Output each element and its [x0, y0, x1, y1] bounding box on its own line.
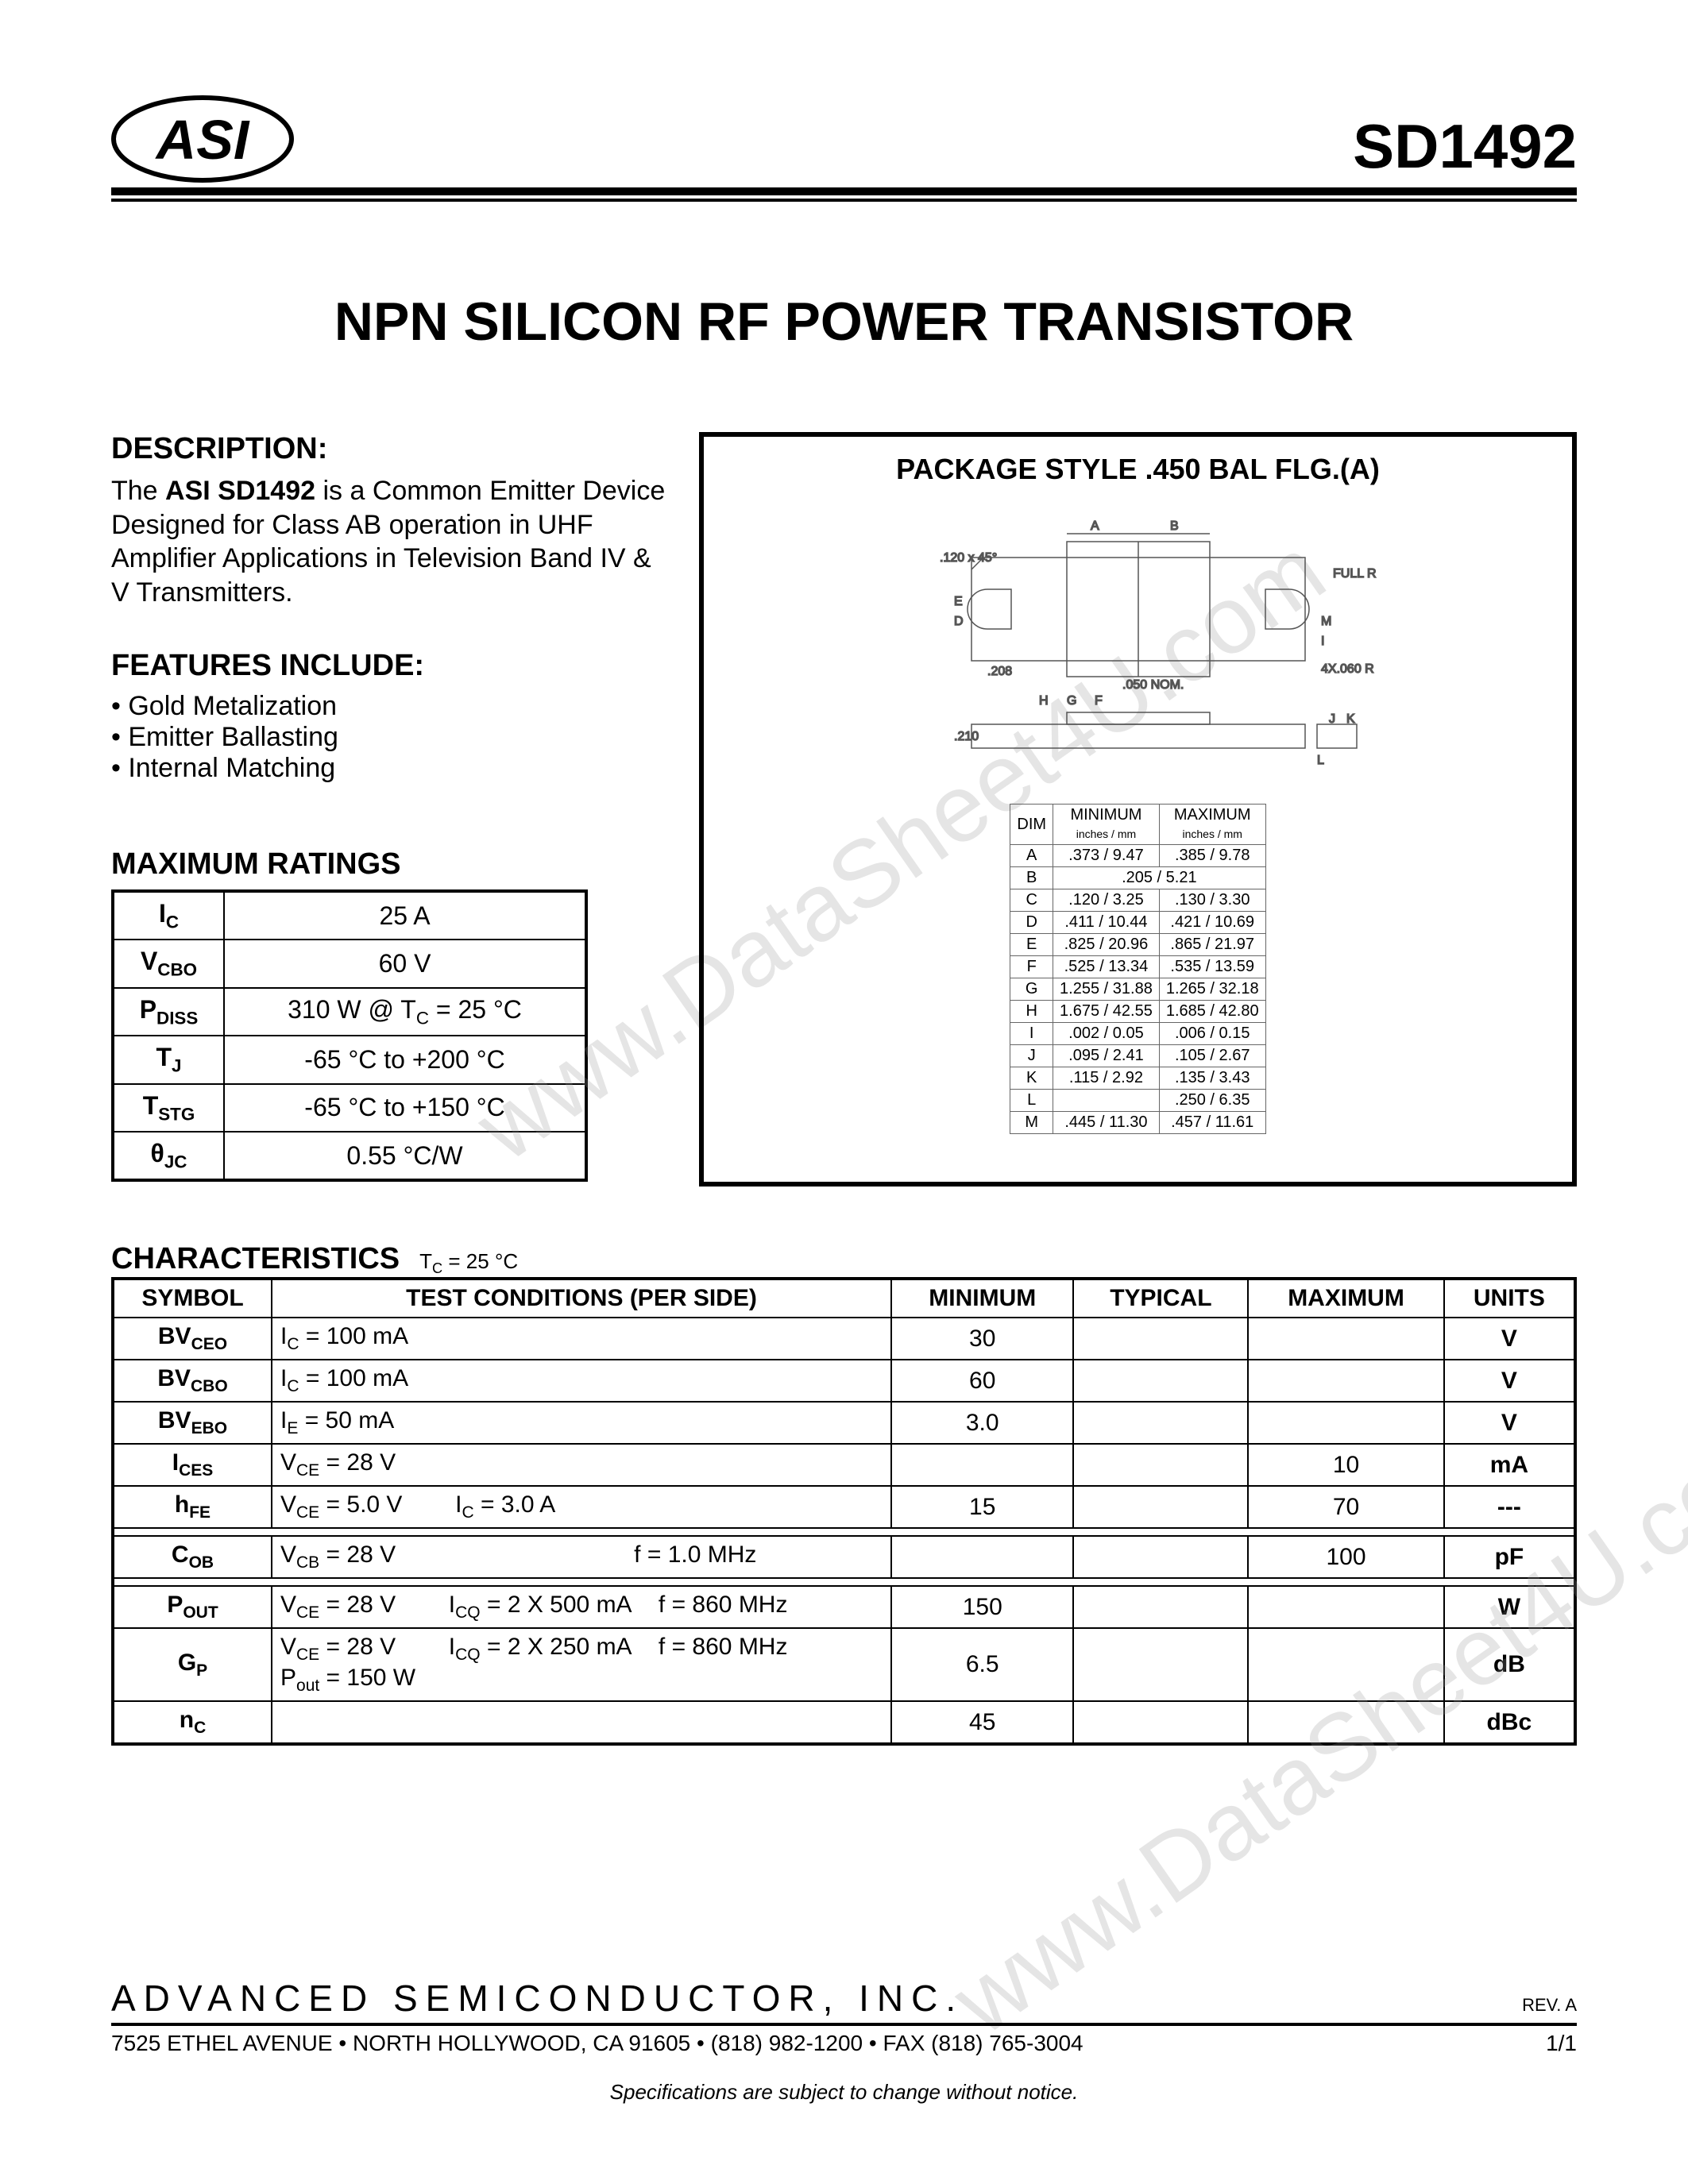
feature-item: Gold Metalization	[111, 691, 667, 722]
page-number: 1/1	[1546, 2031, 1577, 2056]
package-box: PACKAGE STYLE .450 BAL FLG.(A)	[699, 432, 1577, 1187]
svg-text:4X.060 R: 4X.060 R	[1321, 662, 1374, 676]
svg-text:I: I	[1321, 635, 1324, 648]
package-drawing: A B .120 x 45° E D .208 FULL R M I 4X.06…	[860, 502, 1416, 788]
svg-text:F: F	[1095, 694, 1103, 708]
svg-text:.208: .208	[987, 665, 1012, 678]
revision: REV. A	[1522, 1995, 1577, 2016]
characteristics-heading: CHARACTERISTICS TC = 25 °C	[111, 1242, 1577, 1277]
svg-text:G: G	[1067, 694, 1076, 708]
features-list: Gold Metalization Emitter Ballasting Int…	[111, 691, 667, 784]
description-heading: DESCRIPTION:	[111, 432, 667, 466]
content-columns: DESCRIPTION: The ASI SD1492 is a Common …	[111, 432, 1577, 1187]
char-heading-text: CHARACTERISTICS	[111, 1242, 400, 1275]
page-footer: ADVANCED SEMICONDUCTOR, INC. REV. A 7525…	[111, 1977, 1577, 2105]
features-heading: FEATURES INCLUDE:	[111, 649, 667, 683]
svg-text:E: E	[954, 595, 963, 608]
svg-text:B: B	[1170, 519, 1179, 533]
svg-text:L: L	[1317, 754, 1324, 767]
svg-text:A: A	[1091, 519, 1099, 533]
part-number: SD1492	[1353, 110, 1577, 183]
disclaimer: Specifications are subject to change wit…	[111, 2080, 1577, 2105]
svg-text:M: M	[1321, 615, 1331, 628]
svg-text:.120 x 45°: .120 x 45°	[940, 551, 997, 565]
company-text: ADVANCED SEMICONDUCTOR, INC.	[111, 1977, 964, 2020]
main-title: NPN SILICON RF POWER TRANSISTOR	[111, 291, 1577, 353]
right-column: PACKAGE STYLE .450 BAL FLG.(A)	[699, 432, 1577, 1187]
max-ratings-heading: MAXIMUM RATINGS	[111, 847, 667, 882]
svg-text:J: J	[1329, 712, 1335, 726]
char-condition: TC = 25 °C	[408, 1249, 518, 1273]
address-text: 7525 ETHEL AVENUE • NORTH HOLLYWOOD, CA …	[111, 2031, 1083, 2056]
logo: ASI	[111, 95, 294, 183]
dimension-table: DIMMINIMUMinches / mmMAXIMUMinches / mmA…	[1010, 804, 1265, 1134]
package-title: PACKAGE STYLE .450 BAL FLG.(A)	[720, 453, 1556, 486]
max-ratings-table: IC25 AVCBO60 VPDISS310 W @ TC = 25 °CTJ-…	[111, 889, 588, 1182]
svg-text:K: K	[1346, 712, 1355, 726]
svg-text:D: D	[954, 615, 964, 628]
left-column: DESCRIPTION: The ASI SD1492 is a Common …	[111, 432, 667, 1182]
feature-item: Emitter Ballasting	[111, 722, 667, 753]
svg-text:H: H	[1039, 694, 1049, 708]
svg-text:FULL R: FULL R	[1333, 567, 1377, 581]
desc-prefix: The	[111, 476, 165, 506]
address-line: 7525 ETHEL AVENUE • NORTH HOLLYWOOD, CA …	[111, 2031, 1577, 2056]
svg-text:ASI: ASI	[155, 109, 250, 171]
asi-logo-icon: ASI	[111, 95, 294, 183]
page-header: ASI SD1492	[111, 95, 1577, 195]
desc-bold: ASI SD1492	[165, 476, 315, 506]
svg-text:.050 NOM.: .050 NOM.	[1122, 678, 1184, 692]
svg-text:.210: .210	[954, 730, 979, 743]
characteristics-table: SYMBOLTEST CONDITIONS (PER SIDE)MINIMUMT…	[111, 1277, 1577, 1746]
datasheet-page: www.DataSheet4U.com www.DataSheet4U.com …	[0, 0, 1688, 2184]
company-name: ADVANCED SEMICONDUCTOR, INC. REV. A	[111, 1977, 1577, 2026]
feature-item: Internal Matching	[111, 753, 667, 784]
description-text: The ASI SD1492 is a Common Emitter Devic…	[111, 474, 667, 609]
